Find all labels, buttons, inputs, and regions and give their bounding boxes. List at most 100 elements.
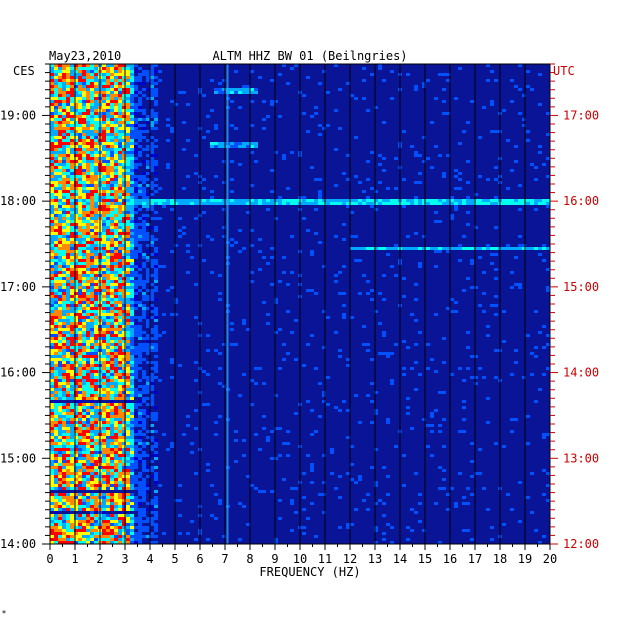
- heatmap-cell: [102, 73, 106, 76]
- heatmap-cell: [174, 202, 178, 205]
- heatmap-cell: [494, 376, 498, 379]
- heatmap-cell: [70, 226, 74, 229]
- heatmap-cell: [386, 475, 390, 478]
- heatmap-cell: [138, 442, 142, 445]
- heatmap-cell: [354, 481, 358, 484]
- heatmap-cell: [50, 445, 54, 448]
- heatmap-cell: [534, 166, 538, 169]
- heatmap-cell: [86, 247, 90, 250]
- heatmap-cell: [126, 463, 130, 466]
- heatmap-cell: [366, 292, 370, 295]
- heatmap-cell: [114, 508, 118, 511]
- heatmap-cell: [102, 214, 106, 217]
- heatmap-cell: [110, 505, 114, 508]
- heatmap-cell: [214, 145, 218, 148]
- heatmap-cell: [74, 472, 78, 475]
- heatmap-cell: [126, 118, 130, 121]
- heatmap-cell: [414, 247, 418, 250]
- heatmap-cell: [290, 151, 294, 154]
- heatmap-cell: [374, 526, 378, 529]
- heatmap-cell: [478, 175, 482, 178]
- heatmap-cell: [74, 337, 78, 340]
- heatmap-cell: [482, 202, 486, 205]
- heatmap-cell: [158, 379, 162, 382]
- heatmap-cell: [146, 184, 150, 187]
- heatmap-cell: [74, 424, 78, 427]
- heatmap-cell: [66, 376, 70, 379]
- heatmap-cell: [94, 133, 98, 136]
- heatmap-cell: [58, 487, 62, 490]
- heatmap-cell: [414, 151, 418, 154]
- heatmap-cell: [90, 253, 94, 256]
- heatmap-cell: [118, 184, 122, 187]
- heatmap-cell: [50, 244, 54, 247]
- heatmap-cell: [142, 160, 146, 163]
- heatmap-cell: [86, 256, 90, 259]
- heatmap-cell: [146, 412, 150, 415]
- heatmap-cell: [66, 508, 70, 511]
- heatmap-cell: [106, 76, 110, 79]
- heatmap-cell: [62, 403, 66, 406]
- heatmap-cell: [94, 64, 98, 67]
- heatmap-cell: [222, 181, 226, 184]
- heatmap-cell: [114, 259, 118, 262]
- heatmap-cell: [406, 412, 410, 415]
- heatmap-cell: [118, 142, 122, 145]
- heatmap-cell: [350, 211, 354, 214]
- heatmap-cell: [110, 364, 114, 367]
- heatmap-cell: [450, 196, 454, 199]
- heatmap-cell: [114, 310, 118, 313]
- heatmap-cell: [114, 532, 118, 535]
- heatmap-cell: [94, 454, 98, 457]
- heatmap-cell: [74, 178, 78, 181]
- heatmap-cell: [78, 250, 82, 253]
- heatmap-cell: [74, 457, 78, 460]
- heatmap-cell: [150, 136, 154, 139]
- heatmap-cell: [50, 226, 54, 229]
- heatmap-cell: [146, 145, 150, 148]
- heatmap-cell: [94, 514, 98, 517]
- heatmap-cell: [94, 475, 98, 478]
- heatmap-cell: [414, 196, 418, 199]
- heatmap-cell: [90, 157, 94, 160]
- heatmap-cell: [134, 274, 138, 277]
- heatmap-cell: [58, 385, 62, 388]
- heatmap-cell: [530, 88, 534, 91]
- heatmap-cell: [74, 340, 78, 343]
- heatmap-cell: [166, 139, 170, 142]
- heatmap-cell: [74, 517, 78, 520]
- heatmap-cell: [126, 280, 130, 283]
- heatmap-cell: [122, 343, 126, 346]
- heatmap-cell: [130, 481, 134, 484]
- heatmap-cell: [150, 115, 154, 118]
- heatmap-cell: [66, 373, 70, 376]
- heatmap-cell: [114, 211, 118, 214]
- heatmap-cell: [114, 472, 118, 475]
- heatmap-cell: [82, 121, 86, 124]
- heatmap-cell: [50, 265, 54, 268]
- heatmap-cell: [50, 103, 54, 106]
- heatmap-cell: [90, 373, 94, 376]
- heatmap-cell: [102, 244, 106, 247]
- heatmap-cell: [134, 130, 138, 133]
- heatmap-cell: [78, 241, 82, 244]
- heatmap-cell: [86, 409, 90, 412]
- heatmap-cell: [74, 208, 78, 211]
- heatmap-cell: [70, 478, 74, 481]
- heatmap-cell: [70, 358, 74, 361]
- heatmap-cell: [122, 337, 126, 340]
- heatmap-cell: [94, 172, 98, 175]
- heatmap-cell: [58, 427, 62, 430]
- heatmap-cell: [118, 121, 122, 124]
- heatmap-cell: [538, 103, 542, 106]
- heatmap-cell: [58, 139, 62, 142]
- heatmap-cell: [74, 160, 78, 163]
- heatmap-cell: [70, 106, 74, 109]
- heatmap-cell: [114, 385, 118, 388]
- heatmap-cell: [538, 253, 542, 256]
- heatmap-cell: [130, 160, 134, 163]
- heatmap-cell: [258, 238, 262, 241]
- heatmap-cell: [50, 394, 54, 397]
- heatmap-cell: [126, 325, 130, 328]
- heatmap-cell: [390, 526, 394, 529]
